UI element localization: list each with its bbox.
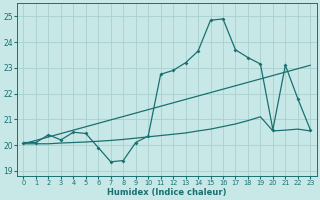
X-axis label: Humidex (Indice chaleur): Humidex (Indice chaleur) (107, 188, 227, 197)
